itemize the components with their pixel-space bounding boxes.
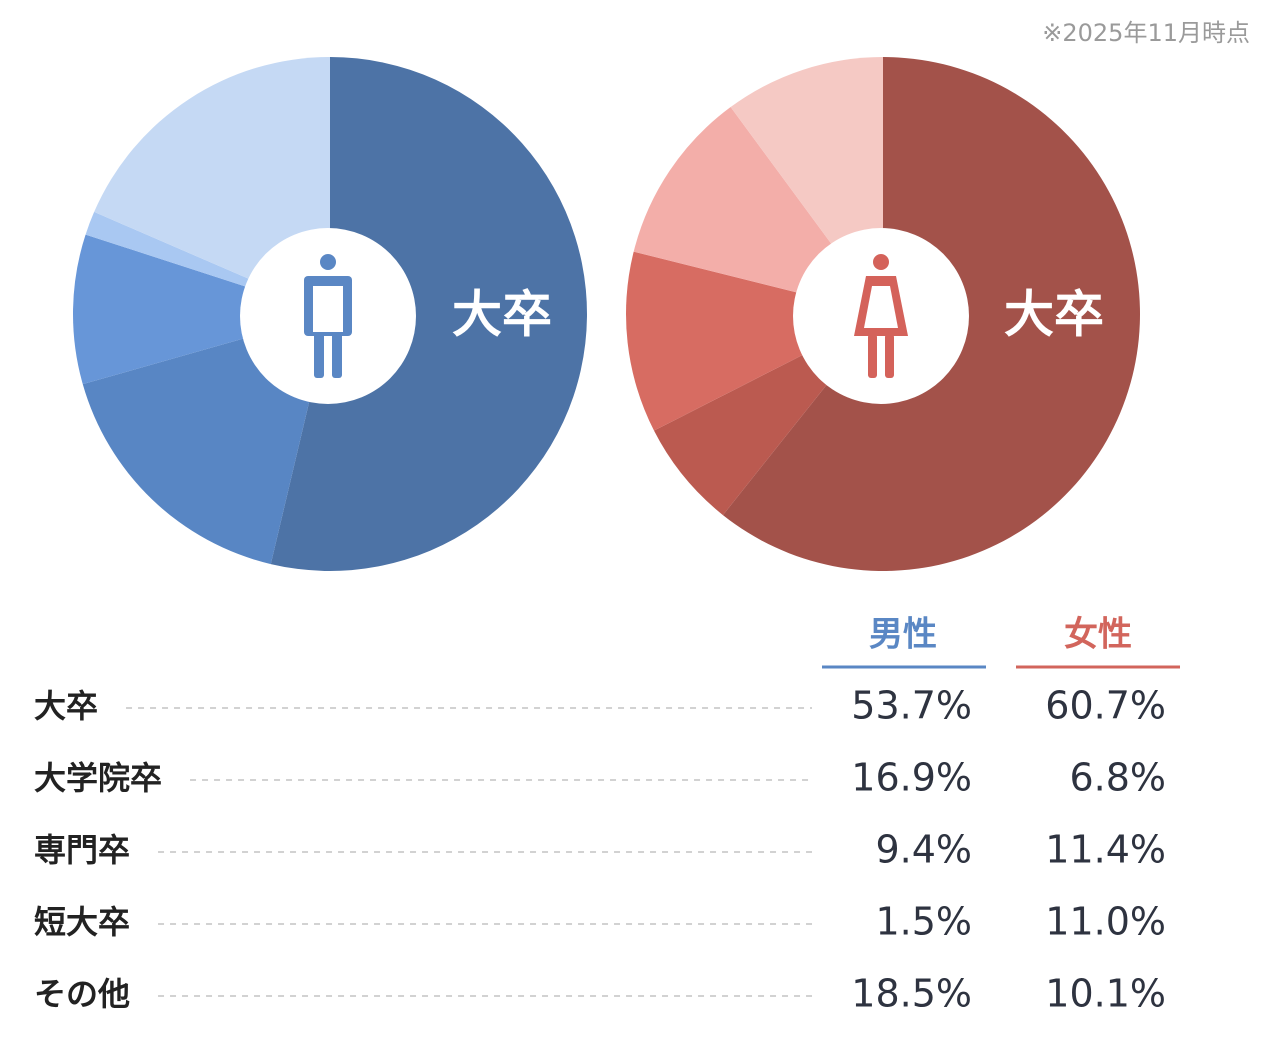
center-label: 大卒	[452, 286, 552, 344]
table: 大卒 53.7% 60.7% 大学院卒 16.9% 6.8% 専門卒 9.4% 11.4% 短大卒…	[34, 684, 1166, 1016]
female-icon	[854, 254, 908, 378]
male-value: 16.9%	[851, 756, 972, 800]
pie-slice: 専門卒	[626, 251, 883, 431]
row-label: その他	[34, 975, 130, 1013]
column-header: 女性	[1064, 615, 1132, 655]
male-value: 1.5%	[875, 900, 972, 944]
female-value: 60.7%	[1045, 684, 1166, 728]
pies: 大卒大学院卒専門卒短大卒その他大卒大学院卒専門卒短大卒その他	[73, 57, 1141, 571]
row-label: 専門卒	[34, 831, 130, 869]
note: ※2025年11月時点	[1042, 19, 1250, 47]
female-value: 11.4%	[1045, 828, 1166, 872]
female-value: 11.0%	[1045, 900, 1166, 944]
female-value: 10.1%	[1045, 972, 1166, 1016]
pie-slice: 大卒	[270, 57, 587, 571]
pie-slice: 専門卒	[73, 234, 330, 385]
center-label: 大卒	[1004, 286, 1104, 344]
row-label: 短大卒	[34, 903, 130, 941]
male-value: 18.5%	[851, 972, 972, 1016]
row-label: 大学院卒	[34, 759, 162, 797]
female-value: 6.8%	[1069, 756, 1166, 800]
column-header: 男性	[869, 615, 937, 655]
row-label: 大卒	[34, 687, 98, 725]
male-icon	[304, 254, 352, 378]
male-value: 53.7%	[851, 684, 972, 728]
male-value: 9.4%	[875, 828, 972, 872]
centers	[240, 228, 969, 404]
